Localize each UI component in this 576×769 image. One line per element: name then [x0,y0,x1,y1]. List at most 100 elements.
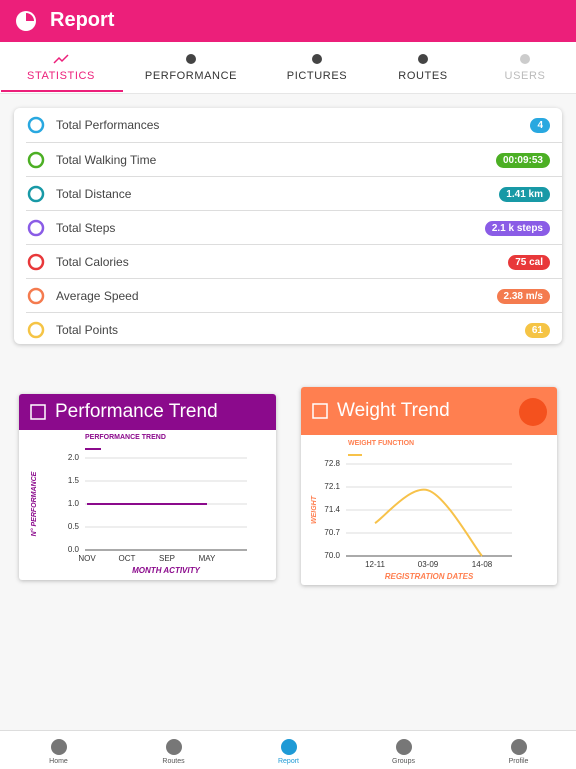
stat-icon [27,219,45,237]
icon-shape [312,54,322,64]
stat-row: Total Distance 1.41 km [26,176,562,211]
y-axis-label: N° PERFORMANCE [30,471,38,536]
stat-row: Total Steps 2.1 k steps [26,210,562,245]
icon-shape [511,739,527,755]
stat-row: Total Performances 4 [26,108,562,142]
x-tick-label: MAY [199,554,216,563]
icon-shape [27,151,45,169]
card-header: Weight Trend [301,387,557,435]
x-tick-label: NOV [78,554,96,563]
y-tick-label: 70.7 [324,528,340,537]
tab-icon [53,54,69,64]
icon-shape [396,739,412,755]
x-tick-label: 12-11 [365,560,385,569]
tab[interactable]: USERS [465,42,576,93]
stat-icon [27,185,45,203]
tab[interactable]: STATISTICS [1,42,123,93]
stat-badge: 00:09:53 [495,152,550,168]
nav-label: Report [277,758,299,765]
stat-badge: 1.41 km [499,186,550,202]
icon-shape [53,54,69,64]
nav-item[interactable]: Report [231,731,346,769]
stat-row: Total Calories 75 cal [26,244,562,279]
nav-label: Routes [162,758,185,765]
icon-shape [27,321,45,339]
stat-row: Total Points 61 [26,312,562,347]
icon-shape [27,116,45,134]
nav-item[interactable]: Profile [461,731,576,769]
icon-shape [166,739,182,755]
x-axis-label: MONTH ACTIVITY [132,566,200,575]
performance-card: Performance Trend 0.0 0.5 1.0 1.5 2.0 NOV OCT SE… [19,394,276,580]
stat-badge: 4 [530,117,550,133]
x-tick-label: SEP [159,554,175,563]
tab-bar: STATISTICS PERFORMANCE PICTURES ROUTES USERS [0,42,576,94]
stat-badge: 2.38 m/s [496,288,550,304]
app-title: Report [50,9,115,31]
tab-label: PICTURES [286,70,348,82]
nav-item[interactable]: Home [1,731,116,769]
icon-shape [27,287,45,305]
stat-icon [27,321,45,339]
legend-label: PERFORMANCE TREND [85,434,166,441]
tab-icon [520,54,530,64]
card-title: Performance Trend [55,401,218,422]
stat-label: Total Walking Time [56,153,157,167]
y-tick-label: 0.0 [68,545,80,554]
nav-icon [396,739,412,755]
legend-label: WEIGHT FUNCTION [348,440,414,447]
icon-shape [186,54,196,64]
nav-label: Groups [392,758,415,765]
nav-icon [511,739,527,755]
x-tick-label: 03-09 [418,560,439,569]
stat-icon [27,151,45,169]
stat-label: Total Calories [56,255,129,269]
stat-label: Total Points [56,323,119,337]
stat-label: Average Speed [56,289,139,303]
y-axis-label: WEIGHT [311,495,318,524]
icon-shape [520,54,530,64]
stat-label: Total Performances [56,118,160,132]
nav-label: Home [49,758,68,765]
stat-label: Total Steps [56,221,116,235]
y-tick-label: 72.8 [324,459,340,468]
y-tick-label: 1.0 [68,499,80,508]
stat-icon [27,116,45,134]
report-icon [16,11,36,31]
y-tick-label: 72.1 [324,482,340,491]
app-bar: Report [0,0,576,42]
tab[interactable]: PERFORMANCE [131,42,251,93]
x-tick-label: 14-08 [472,560,493,569]
icon-shape [27,185,45,203]
tab-label: PERFORMANCE [144,70,238,82]
icon-shape [27,219,45,237]
title-icon [30,404,46,420]
icon-shape [418,54,428,64]
tab[interactable]: PICTURES [257,42,377,93]
stat-badge: 2.1 k steps [484,220,550,236]
series-line [374,488,483,557]
x-axis-label: REGISTRATION DATES [385,572,474,581]
y-tick-label: 2.0 [68,453,80,462]
bottom-nav: Home Routes Report Groups Profile [0,730,576,769]
add-button[interactable] [519,398,547,426]
stats-card: Total Performances 4 Total Walking Time 00:… [14,108,562,344]
y-tick-label: 71.4 [324,505,340,514]
tab[interactable]: ROUTES [363,42,483,93]
weight-card: Weight Trend 70.0 70.7 71.4 72.1 72.8 12-11 03-… [301,387,557,585]
card-header: Performance Trend [19,394,276,430]
y-tick-label: 0.5 [68,522,80,531]
tab-label: USERS [504,70,546,82]
tab-label: STATISTICS [27,70,95,82]
nav-item[interactable]: Groups [346,731,461,769]
tab-icon [418,54,428,64]
title-icon [312,403,328,419]
x-tick-label: OCT [119,554,136,563]
nav-item[interactable]: Routes [116,731,231,769]
nav-icon [281,739,297,755]
icon-shape [281,739,297,755]
tab-label: ROUTES [398,70,448,82]
card-title: Weight Trend [337,400,450,421]
icon-shape [27,253,45,271]
